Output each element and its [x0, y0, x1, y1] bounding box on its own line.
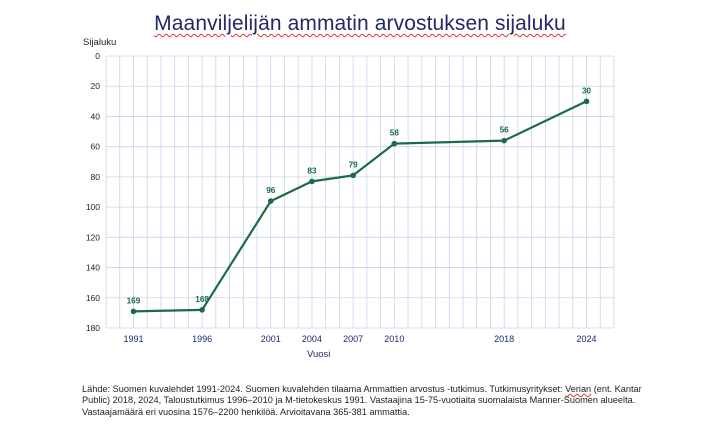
data-label-2004: 83: [307, 166, 317, 175]
x-tick-2018: 2018: [494, 334, 514, 344]
vertical-grid: [105, 56, 615, 328]
source-line-1-end: (ent. Kantar: [591, 384, 642, 394]
y-tick-20: 20: [91, 81, 101, 91]
data-labels: 169 168 96 83 79 58 56 30: [127, 86, 592, 305]
data-point-1996: [199, 307, 205, 313]
data-point-1991: [130, 308, 137, 315]
x-tick-2024: 2024: [577, 334, 597, 344]
y-tick-100: 100: [86, 202, 100, 212]
data-label-2010: 58: [390, 129, 400, 138]
data-points: [130, 98, 590, 315]
series-line: [133, 100, 587, 313]
data-point-2007: [350, 172, 356, 179]
data-label-2024: 30: [582, 86, 592, 95]
source-line-1-start: Lähde: Suomen kuvalehdet 1991-2024. Suom…: [82, 384, 566, 394]
y-tick-80: 80: [91, 172, 101, 182]
source-verian: Verian: [565, 384, 592, 394]
y-tick-40: 40: [91, 111, 101, 121]
data-point-2018: [501, 137, 507, 144]
x-axis-label: Vuosi: [307, 349, 331, 360]
y-axis-label: Sijaluku: [83, 37, 117, 48]
x-tick-2007: 2007: [343, 334, 363, 344]
source-note: Lähde: Suomen kuvalehdet 1991-2024. Suom…: [82, 384, 662, 418]
x-tick-1996: 1996: [192, 334, 212, 344]
y-tick-0: 0: [95, 51, 100, 61]
y-tick-160: 160: [86, 293, 100, 303]
data-label-1996: 168: [195, 295, 209, 304]
y-tick-60: 60: [91, 142, 101, 152]
x-tick-2004: 2004: [302, 334, 322, 344]
data-point-2010: [391, 140, 398, 147]
data-point-2004: [309, 178, 315, 185]
data-label-2001: 96: [266, 186, 276, 195]
x-tick-labels: 1991 1996 2001 2004 2007 2010 2018 2024: [123, 334, 596, 344]
source-line-2: Public) 2018, 2024, Taloustutkimus 1996–…: [82, 395, 636, 406]
x-tick-2010: 2010: [384, 334, 404, 344]
chart-title: Maanviljelijän ammatin arvostuksen sijal…: [154, 12, 566, 35]
y-tick-120: 120: [86, 232, 100, 242]
data-point-2001: [267, 198, 274, 204]
data-point-2024: [583, 98, 590, 105]
data-label-2007: 79: [349, 160, 359, 169]
x-tick-2001: 2001: [261, 334, 281, 344]
x-tick-1991: 1991: [123, 334, 143, 344]
y-tick-140: 140: [86, 263, 100, 273]
y-tick-labels: 0 20 40 60 80 100 120 140 160 180: [86, 51, 100, 333]
horizontal-grid: [106, 55, 614, 329]
data-label-1991: 169: [127, 296, 141, 305]
y-tick-180: 180: [86, 323, 100, 333]
data-label-2018: 56: [500, 126, 510, 135]
source-line-3: Vastaajamäärä eri vuosina 1576–2200 henk…: [82, 406, 410, 417]
